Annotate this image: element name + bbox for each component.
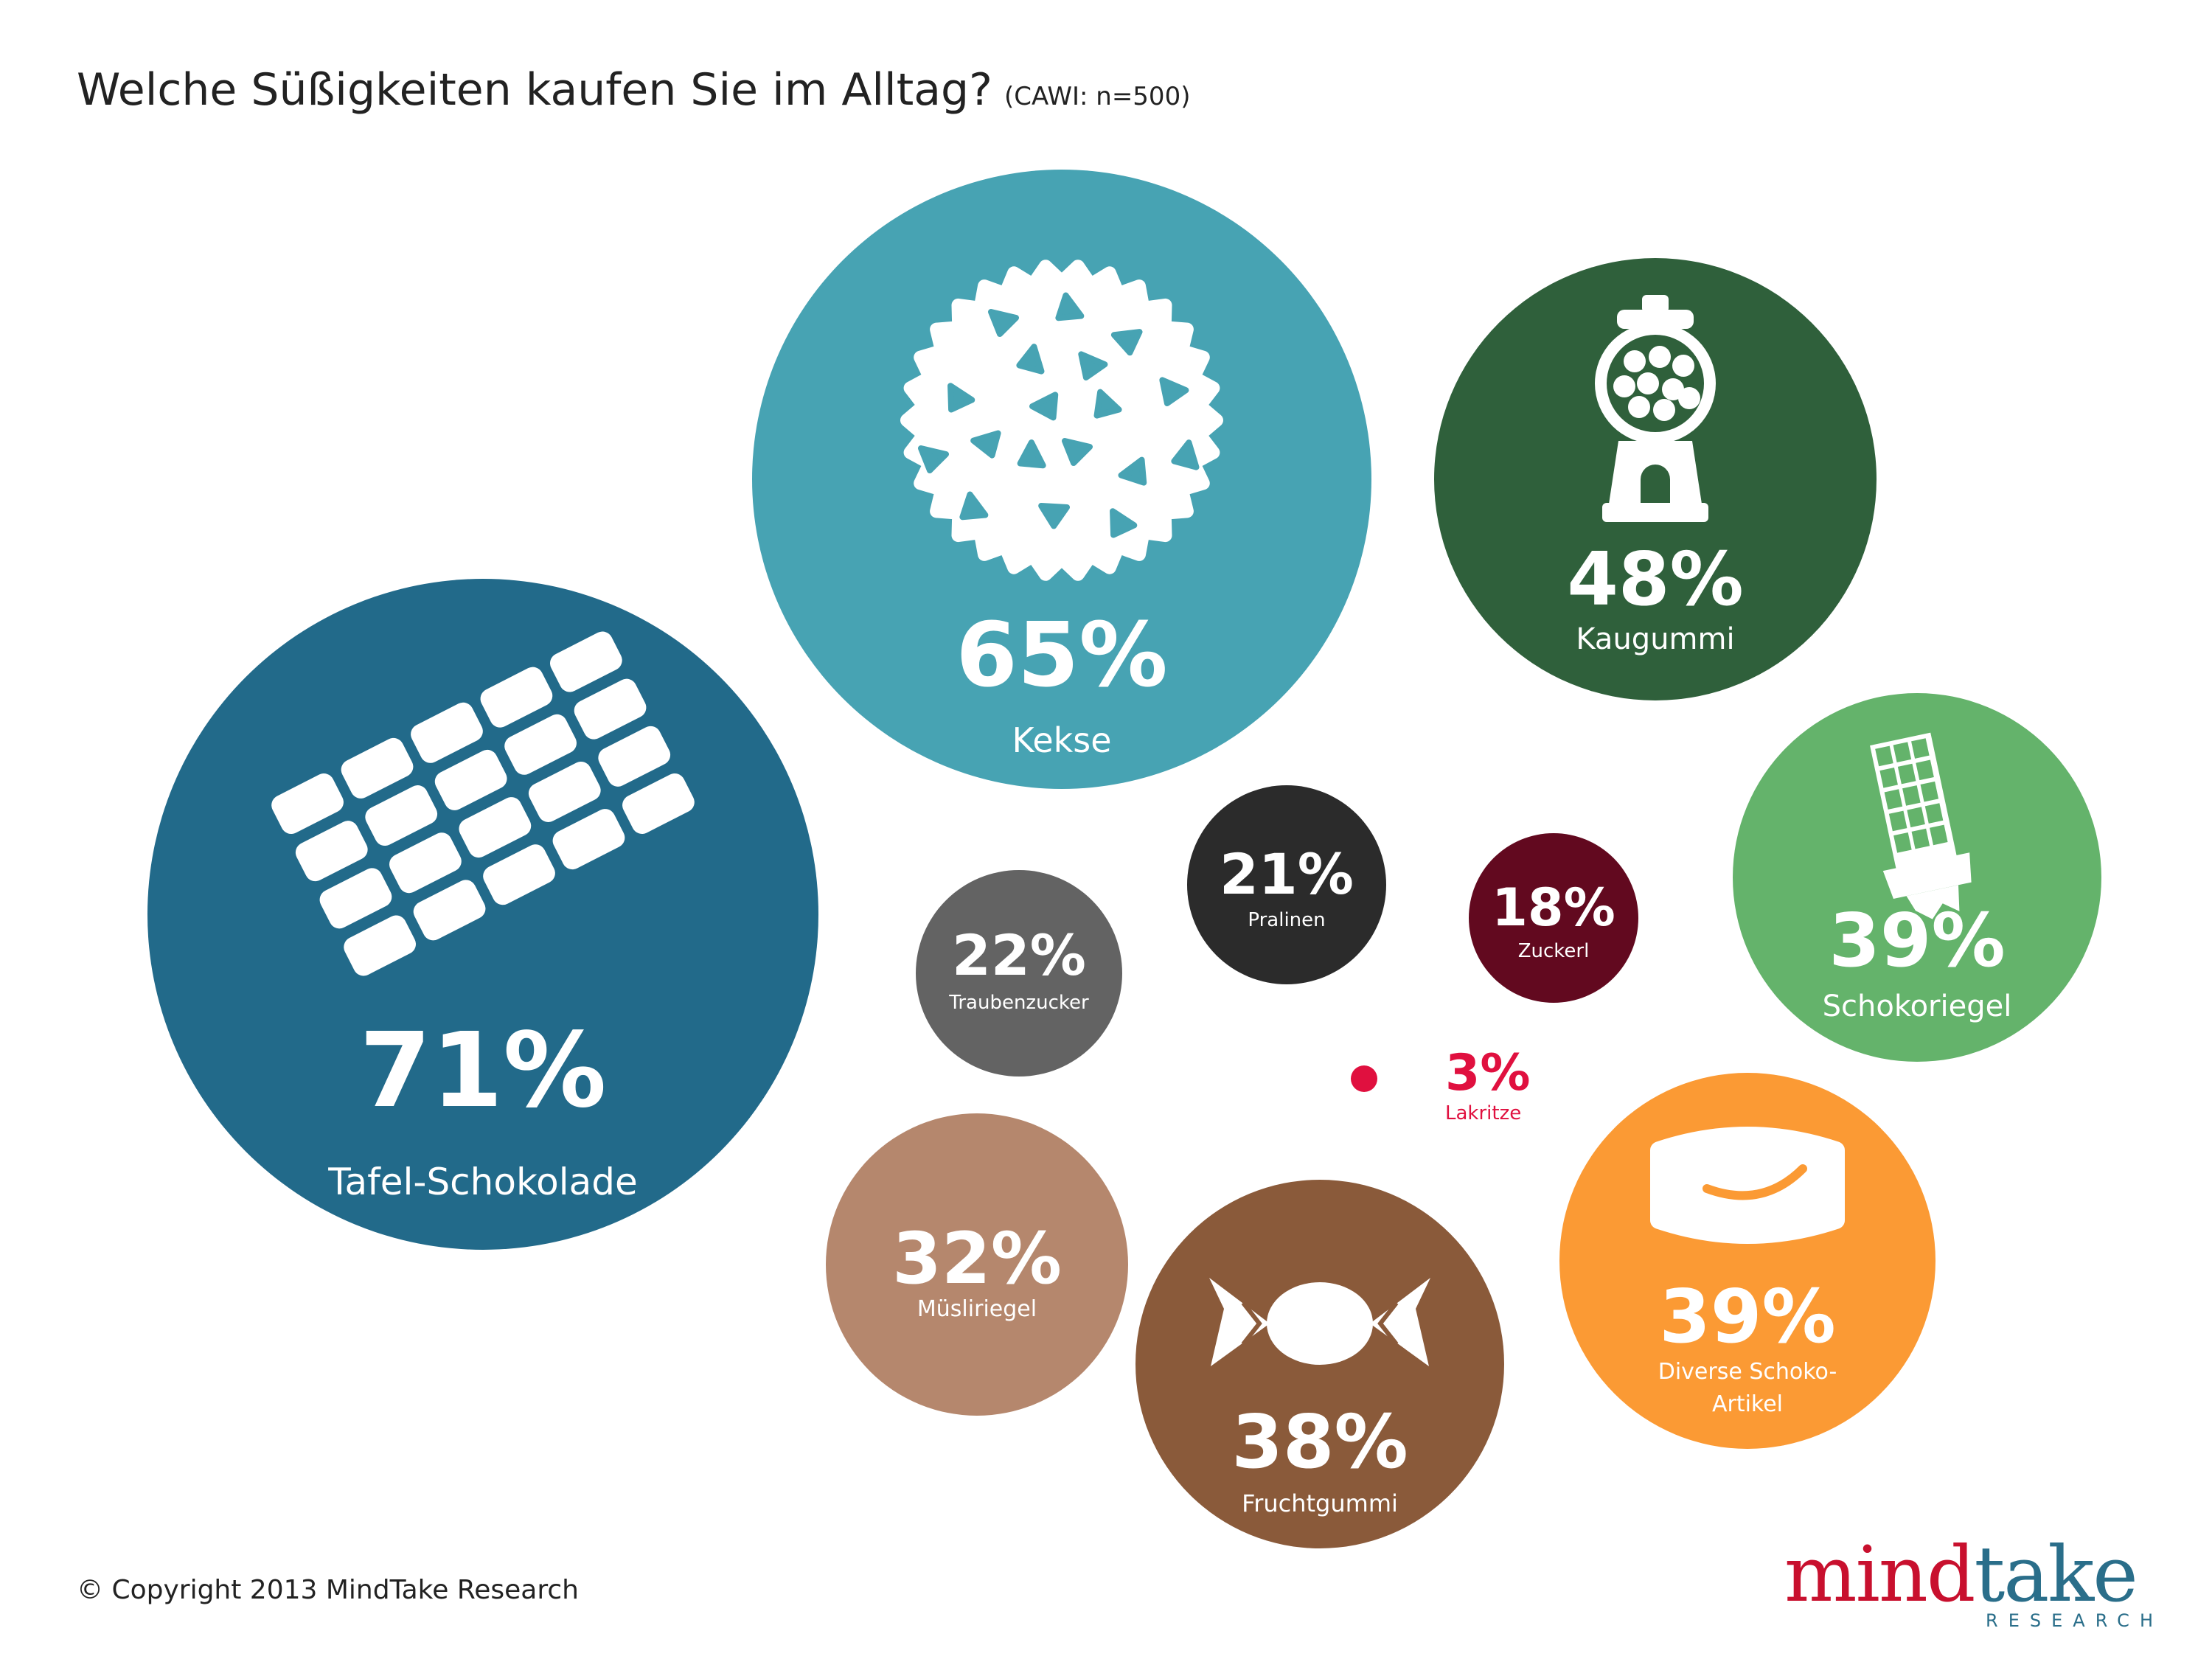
category-label: Diverse Schoko- [1658,1359,1837,1385]
category-label: Kaugummi [1576,622,1734,656]
category-label: Artikel [1712,1391,1783,1417]
category-label: Zuckerl [1518,940,1590,962]
value-label: 65% [956,605,1167,707]
chart-subtitle: (CAWI: n=500) [1004,82,1191,111]
wrapped-candy-icon [1209,1278,1430,1366]
gumball-machine-icon [1595,295,1716,522]
value-label: 48% [1567,536,1743,622]
category-label: Schokoriegel [1823,990,2012,1023]
bubble-kekse: 65% Kekse [752,170,1371,789]
bubble-kaugummi: 48%Kaugummi [1434,258,1877,700]
chart-title: Welche Süßigkeiten kaufen Sie im Alltag?… [77,60,1190,126]
category-label: Tafel-Schokolade [327,1161,638,1203]
bubble-circle [1469,833,1638,1003]
bubble-trauben: 22% Traubenzucker [916,870,1122,1077]
value-label: 18% [1492,877,1615,938]
chocolate-bar-icon [271,631,695,976]
bubble-diverse: 39%Diverse Schoko- Artikel [1559,1073,1935,1449]
chart-title-text: Welche Süßigkeiten kaufen Sie im Alltag? [77,64,992,116]
bubble-tafel: 71% Tafel-Schokolade [147,579,818,1250]
category-label: Lakritze [1445,1102,1521,1124]
chocolate-riegel-icon [1870,732,1972,919]
logo-word-take: take [1974,1529,2138,1619]
category-label: Kekse [1012,720,1111,760]
value-label: 32% [892,1217,1062,1300]
value-label: 39% [1829,897,2005,984]
category-label: Fruchtgummi [1242,1489,1398,1517]
value-label: 71% [359,1011,606,1131]
value-label: 3% [1445,1044,1530,1102]
bubble-pralinen: 21%Pralinen [1187,785,1386,984]
logo-wordmark: mindtake [1784,1534,2138,1615]
bubble-lakritze: 3%Lakritze [1351,1044,1530,1124]
praline-box-icon [1650,1127,1845,1244]
value-label: 38% [1231,1399,1408,1485]
bubble-circle [1187,785,1386,984]
value-label: 39% [1659,1273,1835,1360]
bubble-circle [916,870,1122,1077]
value-label: 22% [952,922,1086,988]
cookie-icon [900,260,1223,581]
bubble-circle [826,1113,1128,1416]
category-label: Müsliriegel [917,1296,1037,1322]
value-label: 21% [1220,841,1354,907]
mindtake-logo: mindtake RESEARCH [1784,1534,2168,1637]
category-label: Pralinen [1248,909,1325,931]
logo-word-mind: mind [1784,1529,1975,1619]
bubble-zuckerl: 18%Zuckerl [1469,833,1638,1003]
bubble-riegel: 39% Schokoriegel [1733,693,2101,1062]
bubble-circle [1351,1065,1377,1092]
logo-tagline: RESEARCH [1986,1610,2163,1631]
bubble-frucht: 38% Fruchtgummi [1135,1180,1504,1548]
copyright-notice: © Copyright 2013 MindTake Research [77,1575,579,1605]
bubble-musli: 32%Müsliriegel [826,1113,1128,1416]
category-label: Traubenzucker [948,992,1089,1014]
